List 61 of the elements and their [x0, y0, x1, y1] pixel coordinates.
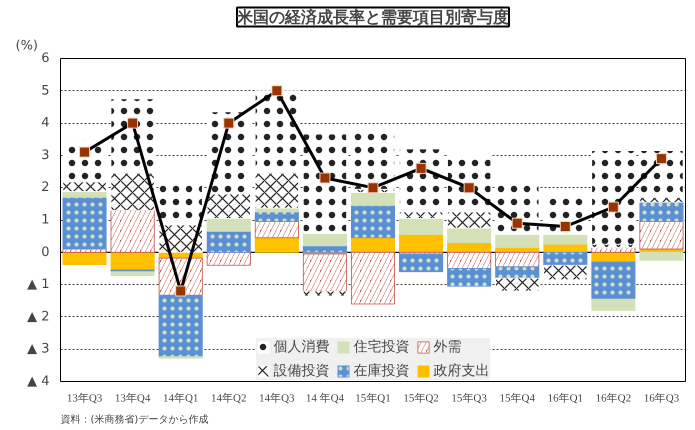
y-tick-label: ▲ 3	[27, 342, 50, 357]
point	[560, 220, 571, 232]
bar	[302, 233, 347, 246]
point	[416, 162, 427, 174]
bar	[591, 298, 636, 311]
bar	[350, 237, 396, 253]
bar	[254, 237, 299, 253]
x-tick-label: 15年Q3	[451, 392, 488, 404]
y-tick-label: 4	[41, 116, 50, 131]
x-tick-label: 13年Q4	[114, 392, 151, 404]
bar	[62, 252, 107, 265]
bar	[110, 252, 155, 270]
x-tick-label: 14 年Q4	[306, 392, 345, 404]
legend-label: 在庫投資	[354, 362, 410, 380]
x-tick-label: 15年Q4	[500, 392, 536, 404]
point	[223, 118, 234, 129]
bar	[399, 234, 444, 253]
bar	[639, 252, 684, 261]
x-tick-label: 14年Q3	[259, 392, 296, 404]
y-tick-label: 5	[41, 83, 50, 98]
point	[368, 182, 378, 194]
bar	[495, 234, 540, 248]
legend-label: 外需	[434, 338, 462, 356]
x-tick-label: 16年Q2	[596, 392, 632, 404]
y-tick-label: ▲ 4	[27, 374, 50, 389]
x-tick-label: 14年Q1	[162, 392, 198, 404]
y-tick-label: 0	[41, 244, 50, 260]
legend-label: 政府支出	[434, 362, 490, 380]
bar	[62, 191, 107, 198]
bar	[350, 192, 396, 206]
y-tick-label: ▲ 1	[27, 277, 50, 292]
point	[319, 172, 330, 184]
y-tick-label: ▲ 2	[27, 309, 50, 324]
y-tick-label: 3	[41, 148, 50, 163]
bar	[447, 228, 492, 244]
x-tick-label: 13年Q3	[66, 392, 103, 404]
point	[608, 202, 619, 213]
text: 資料：(米商務省)データから作成	[60, 414, 208, 426]
x-tick-label: 15年Q1	[355, 392, 391, 404]
point	[271, 85, 282, 96]
point	[656, 153, 667, 164]
bar	[399, 218, 444, 235]
point	[512, 218, 523, 229]
point	[464, 182, 475, 194]
x-tick-label: 16年Q1	[548, 392, 584, 404]
point	[79, 146, 90, 158]
y-tick-label: 2	[41, 180, 50, 196]
bar	[543, 234, 588, 245]
y-tick-label: 1	[41, 212, 50, 228]
bar	[110, 271, 155, 276]
y-tick-label: 6	[41, 51, 50, 66]
bar	[206, 218, 251, 232]
legend-label: 個人消費	[274, 338, 330, 356]
legend-label: 住宅投資	[354, 338, 410, 356]
y-axis-title: (%)	[16, 38, 38, 54]
point	[127, 118, 138, 129]
x-tick-label: 16年Q3	[644, 392, 680, 404]
legend-label: 設備投資	[274, 362, 330, 380]
x-tick-label: 14年Q2	[211, 392, 246, 404]
point	[175, 286, 186, 297]
x-tick-label: 15年Q2	[403, 392, 439, 404]
